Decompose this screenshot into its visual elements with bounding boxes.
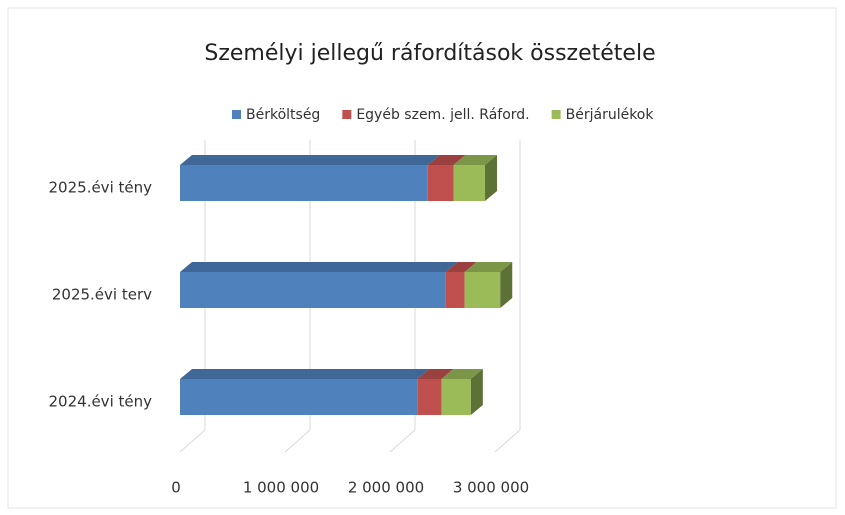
bar-top	[445, 262, 477, 272]
bar	[453, 165, 486, 201]
y-tick-label: 2025.évi terv	[52, 286, 152, 304]
bar-side	[470, 369, 483, 415]
x-tick-label: 3 000 000	[453, 479, 529, 497]
legend-swatch	[342, 110, 352, 119]
legend-label: Bérjárulékok	[566, 107, 655, 123]
grid-floor-line	[284, 429, 311, 453]
chart-frame	[7, 7, 837, 509]
legend-label: Bérköltség	[246, 107, 320, 123]
bar	[427, 165, 454, 201]
bar-top	[180, 155, 440, 165]
bar-side	[500, 262, 513, 308]
bar-top	[441, 369, 483, 379]
legend-label: Egyéb szem. jell. Ráford.	[356, 107, 529, 123]
bar	[180, 165, 428, 201]
legend-swatch	[551, 110, 561, 119]
bar-top	[427, 155, 466, 165]
grid-floor-line	[179, 429, 206, 453]
bar	[445, 272, 465, 308]
bar	[180, 272, 446, 308]
bar-top	[453, 155, 498, 165]
x-tick-label: 2 000 000	[348, 479, 424, 497]
bar	[417, 379, 442, 415]
chart-title: Személyi jellegű ráfordítások összetétel…	[204, 41, 655, 66]
bar-top	[180, 369, 430, 379]
bar	[441, 379, 471, 415]
y-tick-label: 2024.évi tény	[49, 393, 153, 411]
bar-side	[485, 155, 498, 201]
bar	[464, 272, 501, 308]
x-tick-label: 1 000 000	[243, 479, 319, 497]
bar-top	[464, 262, 513, 272]
x-tick-label: 0	[171, 479, 181, 497]
bar	[180, 379, 418, 415]
legend-swatch	[232, 110, 241, 119]
bar-top	[417, 369, 454, 379]
y-tick-label: 2025.évi tény	[49, 179, 153, 197]
bar-top	[180, 262, 458, 272]
grid-floor-line	[389, 429, 416, 453]
grid-floor-line	[494, 429, 521, 453]
